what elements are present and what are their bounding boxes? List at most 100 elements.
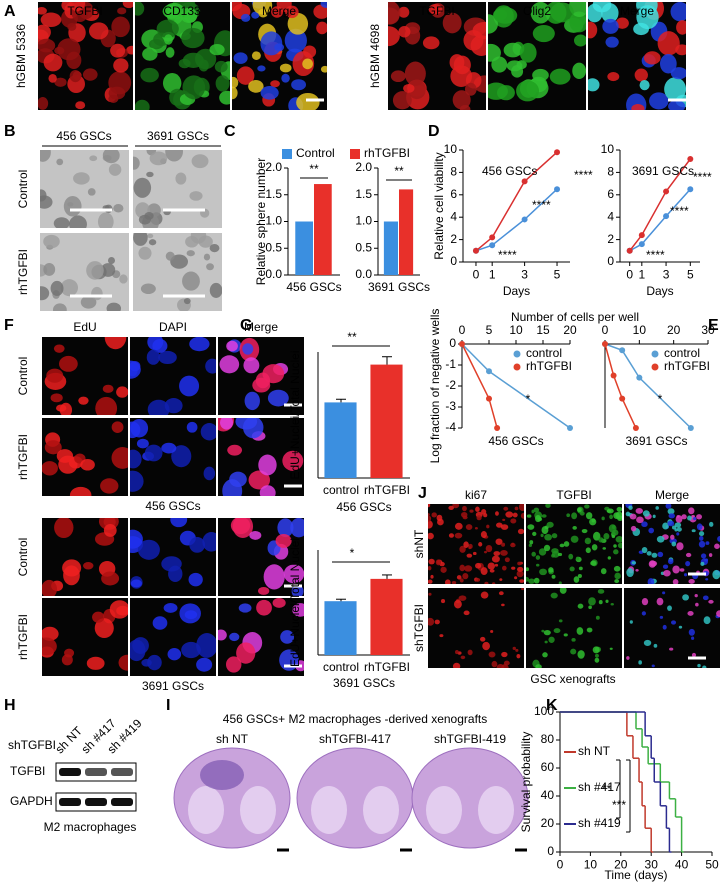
cell [492,582,496,584]
cell [682,594,690,601]
cell [140,67,159,83]
image-content [428,504,524,584]
brain-part [311,786,347,834]
cell [653,643,658,648]
cell [495,538,503,545]
cell [42,626,59,641]
cell [218,629,227,641]
cell [529,540,534,545]
cell [455,650,459,655]
cell [462,572,469,580]
bar [370,364,403,478]
x-tick-label: 30 [645,857,659,871]
y-tick-label: -4 [445,420,456,434]
y-tick-label: 0 [450,254,457,268]
cell [214,60,228,73]
cell [714,543,720,549]
column-header: shTGFBI-417 [319,732,391,746]
cell [398,6,410,18]
cell [56,158,64,166]
cell [472,551,477,556]
x-category-label: control [323,660,359,674]
cell [69,2,86,12]
cell [648,560,656,568]
cell [167,648,182,661]
x-tick-label: 10 [509,323,523,337]
annotation: * [658,392,663,406]
cell [279,63,292,73]
cell [559,543,565,548]
cell [588,21,598,39]
point [663,213,670,220]
image-header: Merge [262,4,296,18]
image-content [428,588,524,668]
legend-marker [513,363,521,371]
point [486,395,492,402]
cell [694,594,698,598]
y-axis-label: Relative sphere number [254,158,268,285]
y-tick-label: 2 [607,232,614,246]
cell [130,449,142,469]
cell [267,389,289,407]
cell [138,246,152,260]
cell [95,396,118,415]
cell [667,520,675,527]
x-tick-label: 3 [663,267,670,281]
point [472,247,479,254]
cell [563,541,570,547]
cell [687,611,694,616]
cell [130,418,149,438]
point [602,341,608,347]
cell [542,652,548,658]
cell [641,547,648,554]
cell [186,250,195,257]
cell [428,617,435,626]
series-line [461,343,498,429]
legend-label: rhTGFBI [664,359,710,373]
cell [392,91,412,110]
cell [452,504,460,509]
cell [602,547,607,550]
cell [436,514,443,522]
panel-label: K [546,697,558,714]
image-content [232,2,327,110]
cell [215,75,230,92]
cell [467,649,473,656]
cell [550,592,558,599]
cell [92,611,105,623]
cell [607,556,612,560]
cell [634,68,648,82]
cell [196,657,213,672]
image-content [588,2,686,110]
cell [610,602,614,606]
cell [717,535,720,542]
cell [108,86,126,100]
cell [280,630,295,644]
cell [40,286,50,301]
y-tick-label: 40 [541,788,555,802]
cell [676,527,682,532]
cell [516,80,540,102]
y-axis-label: Relative cell viability [432,152,446,259]
legend-marker [651,363,659,371]
y-tick-label: 2.0 [355,160,372,174]
point [459,341,465,347]
legend-marker [513,350,521,358]
cell [462,505,467,512]
y-tick-label: 0 [607,254,614,268]
cell [185,235,199,248]
cell [588,597,596,606]
column-header: DAPI [159,320,187,334]
cell [693,517,697,521]
cell [577,573,582,579]
cell [528,543,533,547]
cell [404,61,426,86]
cell [676,542,684,551]
legend-label: control [526,346,562,360]
cell [617,542,622,549]
cell [182,271,200,291]
cell [149,151,168,166]
cell [639,80,650,91]
cell [94,618,114,639]
cell [688,507,695,515]
